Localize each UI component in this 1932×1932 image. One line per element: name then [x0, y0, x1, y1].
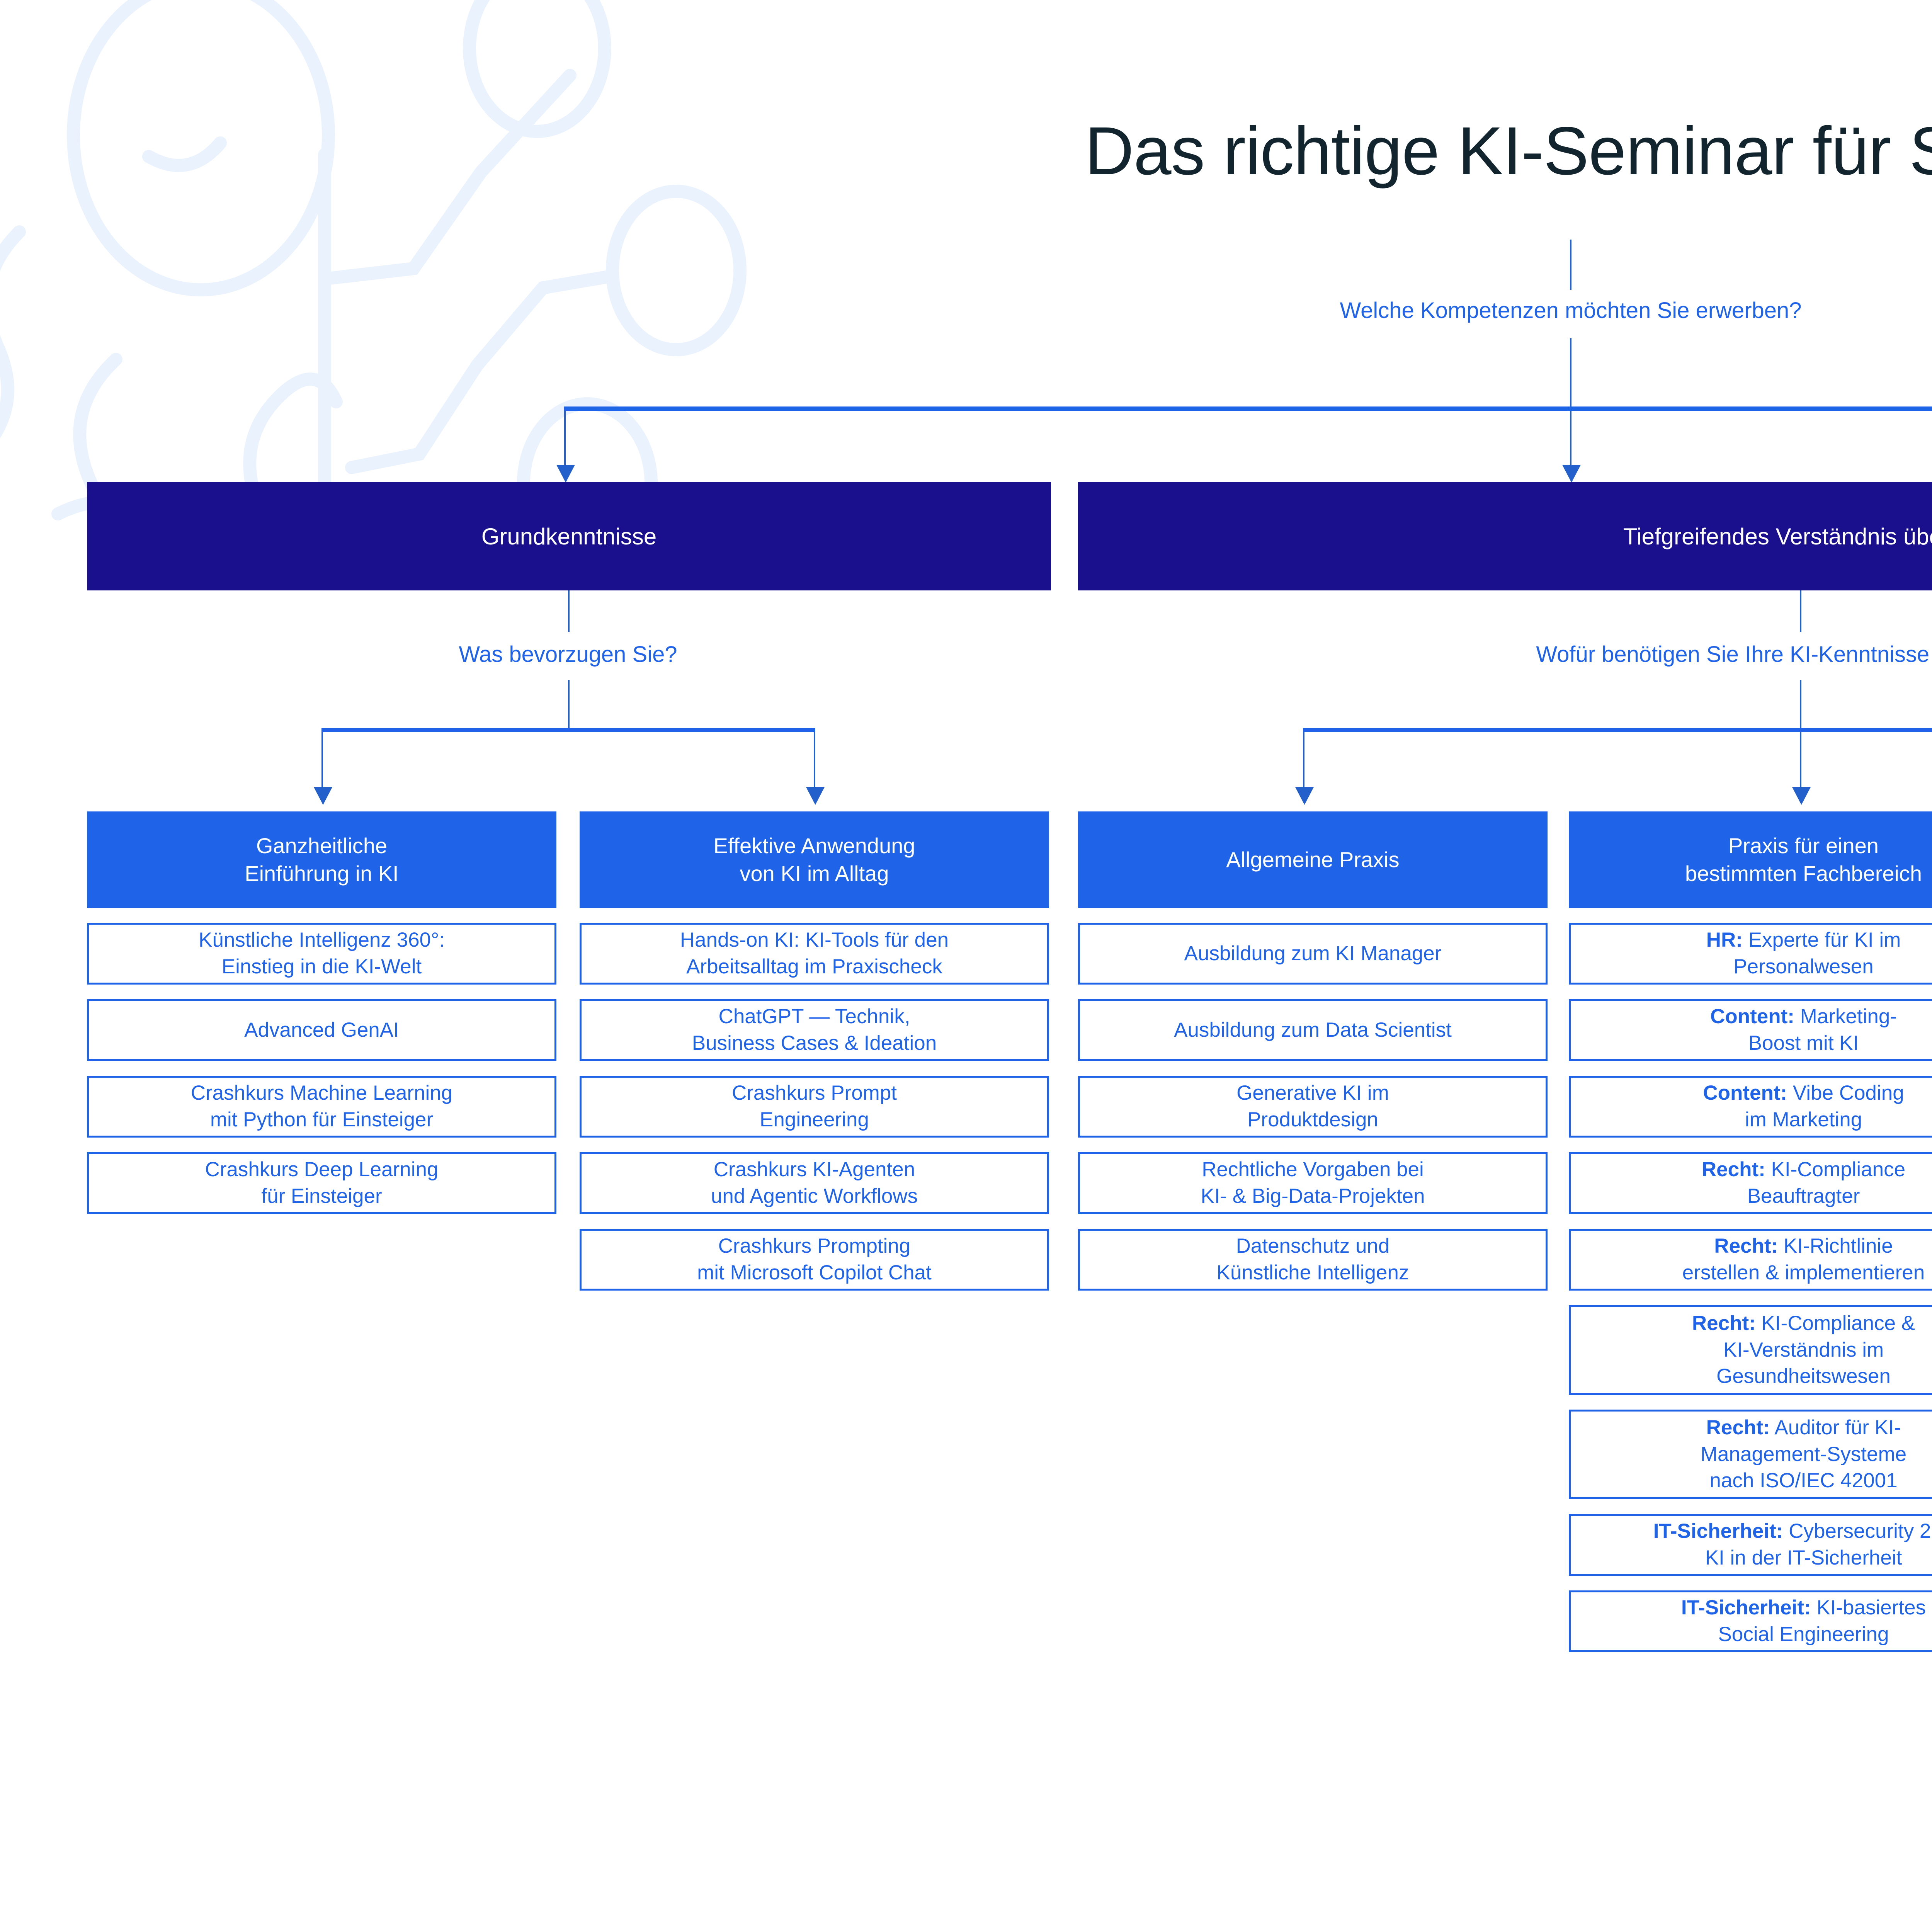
course-title: KI-Compliance Beauftragter: [1747, 1158, 1906, 1208]
course-card[interactable]: Ausbildung zum Data Scientist: [1078, 999, 1548, 1061]
course-card[interactable]: ChatGPT — Technik, Business Cases & Idea…: [580, 999, 1049, 1061]
course-title: Cybersecurity 2.0: KI in der IT-Sicherhe…: [1705, 1520, 1932, 1569]
branch-a-drop-1: [321, 732, 323, 791]
course-title: Crashkurs KI-Agenten und Agentic Workflo…: [711, 1158, 918, 1208]
neural-network-watermark: [0, 0, 747, 556]
branch-a-drop-2: [814, 732, 815, 791]
branch-b-stem-top: [1800, 590, 1801, 632]
branch-b-drop-1: [1303, 732, 1304, 791]
course-title: ChatGPT — Technik, Business Cases & Idea…: [692, 1005, 937, 1054]
course-title: Crashkurs Deep Learning für Einsteiger: [205, 1158, 439, 1208]
level1-arrow-2: [1562, 465, 1581, 483]
course-card[interactable]: Ausbildung zum KI Manager: [1078, 923, 1548, 985]
course-card[interactable]: Datenschutz und Künstliche Intelligenz: [1078, 1229, 1548, 1291]
column-praxis-fachbereich: Praxis für einen bestimmten Fachbereich …: [1569, 811, 1932, 1652]
course-category: HR:: [1706, 929, 1743, 952]
course-card[interactable]: Recht: KI-Compliance & KI-Verständnis im…: [1569, 1305, 1932, 1395]
branch-b-bus: [1303, 728, 1932, 732]
root-connector-bottom: [1570, 338, 1571, 408]
column-effektive-anwendung: Effektive Anwendung von KI im Alltag Han…: [580, 811, 1049, 1291]
course-category: Recht:: [1706, 1416, 1770, 1439]
course-title: Künstliche Intelligenz 360°: Einstieg in…: [199, 929, 445, 978]
course-card[interactable]: Rechtliche Vorgaben bei KI- & Big-Data-P…: [1078, 1152, 1548, 1214]
course-category: IT-Sicherheit:: [1653, 1520, 1783, 1543]
level1-drop-2: [1570, 411, 1571, 469]
course-title: KI-Richtlinie erstellen & implementieren: [1682, 1235, 1925, 1284]
course-title: Rechtliche Vorgaben bei KI- & Big-Data-P…: [1201, 1158, 1425, 1208]
course-title: Generative KI im Produktdesign: [1236, 1082, 1389, 1131]
course-card[interactable]: Advanced GenAI: [87, 999, 556, 1061]
level1-box-tiefgreifendes-verstaendnis[interactable]: Tiefgreifendes Verständnis über KI: [1078, 482, 1932, 590]
course-card[interactable]: Recht: KI-Compliance Beauftragter: [1569, 1152, 1932, 1214]
course-title: Marketing- Boost mit KI: [1748, 1005, 1897, 1054]
course-title: Crashkurs Prompting mit Microsoft Copilo…: [697, 1235, 932, 1284]
branch-a-stem-bottom: [568, 680, 570, 730]
course-title: Crashkurs Machine Learning mit Python fü…: [190, 1082, 453, 1131]
course-category: IT-Sicherheit:: [1681, 1596, 1811, 1619]
course-category: Content:: [1703, 1082, 1787, 1105]
course-card[interactable]: Künstliche Intelligenz 360°: Einstieg in…: [87, 923, 556, 985]
course-category: Recht:: [1701, 1158, 1765, 1181]
course-title: Vibe Coding im Marketing: [1745, 1082, 1904, 1131]
course-card[interactable]: Crashkurs Deep Learning für Einsteiger: [87, 1152, 556, 1214]
course-card[interactable]: Hands-on KI: KI-Tools für den Arbeitsall…: [580, 923, 1049, 985]
branch-b-arrow-1: [1295, 787, 1314, 805]
course-title: Auditor für KI- Management-Systeme nach …: [1700, 1416, 1907, 1492]
column-header[interactable]: Allgemeine Praxis: [1078, 811, 1548, 908]
course-card[interactable]: Recht: Auditor für KI- Management-System…: [1569, 1410, 1932, 1499]
course-card[interactable]: Generative KI im Produktdesign: [1078, 1076, 1548, 1138]
branch-a-arrow-1: [314, 787, 332, 805]
course-title: Crashkurs Prompt Engineering: [731, 1082, 897, 1131]
level1-bus: [564, 406, 1932, 411]
branch-b-stem-bottom: [1800, 680, 1801, 730]
column-header[interactable]: Praxis für einen bestimmten Fachbereich: [1569, 811, 1932, 908]
level1-drop-1: [564, 411, 566, 469]
course-title: Experte für KI im Personalwesen: [1733, 929, 1901, 978]
course-title: KI-Compliance & KI-Verständnis im Gesund…: [1716, 1311, 1915, 1388]
course-card[interactable]: Crashkurs Prompt Engineering: [580, 1076, 1049, 1138]
course-card[interactable]: Content: Vibe Coding im Marketing: [1569, 1076, 1932, 1138]
course-title: KI-basiertes Social Engineering: [1718, 1596, 1926, 1646]
page-title: Das richtige KI-Seminar für Sie: [1085, 113, 1932, 189]
course-card[interactable]: Crashkurs Machine Learning mit Python fü…: [87, 1076, 556, 1138]
course-card[interactable]: Crashkurs Prompting mit Microsoft Copilo…: [580, 1229, 1049, 1291]
level1-label: Tiefgreifendes Verständnis über KI: [1623, 523, 1932, 549]
branch-b-drop-2: [1800, 732, 1801, 791]
course-card[interactable]: Crashkurs KI-Agenten und Agentic Workflo…: [580, 1152, 1049, 1214]
course-category: Recht:: [1692, 1311, 1756, 1335]
level1-label: Grundkenntnisse: [481, 523, 657, 549]
branch-a-arrow-2: [806, 787, 825, 805]
course-card[interactable]: HR: Experte für KI im Personalwesen: [1569, 923, 1932, 985]
column-header[interactable]: Ganzheitliche Einführung in KI: [87, 811, 556, 908]
sub-question-1: Was bevorzugen Sie?: [459, 642, 677, 667]
level1-box-grundkenntnisse[interactable]: Grundkenntnisse: [87, 482, 1051, 590]
course-category: Content:: [1710, 1005, 1794, 1028]
course-title: Ausbildung zum Data Scientist: [1174, 1018, 1452, 1041]
sub-question-2: Wofür benötigen Sie Ihre KI-Kenntnisse a…: [1536, 642, 1932, 667]
branch-a-stem-top: [568, 590, 570, 632]
course-title: Datenschutz und Künstliche Intelligenz: [1216, 1235, 1409, 1284]
course-card[interactable]: Content: Marketing- Boost mit KI: [1569, 999, 1932, 1061]
course-card[interactable]: Recht: KI-Richtlinie erstellen & impleme…: [1569, 1229, 1932, 1291]
course-title: Advanced GenAI: [244, 1018, 399, 1041]
course-title: Hands-on KI: KI-Tools für den Arbeitsall…: [680, 929, 949, 978]
course-card[interactable]: IT-Sicherheit: KI-basiertes Social Engin…: [1569, 1590, 1932, 1652]
course-title: Ausbildung zum KI Manager: [1184, 942, 1442, 965]
course-card[interactable]: IT-Sicherheit: Cybersecurity 2.0: KI in …: [1569, 1514, 1932, 1576]
column-allgemeine-praxis: Allgemeine Praxis Ausbildung zum KI Mana…: [1078, 811, 1548, 1291]
course-category: Recht:: [1714, 1235, 1778, 1258]
branch-b-arrow-2: [1792, 787, 1811, 805]
column-ganzheitliche-einfuehrung: Ganzheitliche Einführung in KI Künstlich…: [87, 811, 556, 1214]
root-connector-top: [1570, 240, 1571, 290]
branch-a-bus: [321, 728, 815, 732]
root-question: Welche Kompetenzen möchten Sie erwerben?: [1340, 298, 1802, 323]
column-header[interactable]: Effektive Anwendung von KI im Alltag: [580, 811, 1049, 908]
level1-arrow-1: [556, 465, 575, 483]
